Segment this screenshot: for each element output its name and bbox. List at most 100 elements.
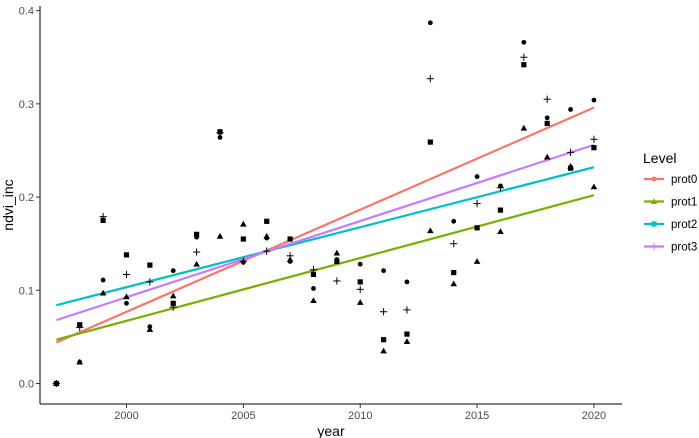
data-point-prot2 — [451, 269, 457, 276]
data-point-prot1 — [543, 153, 551, 160]
legend-key-marker-prot2 — [651, 221, 657, 227]
legend-title: Level — [643, 150, 676, 166]
data-point-prot0 — [427, 20, 433, 26]
data-point-prot1 — [590, 183, 598, 190]
data-point-prot3 — [99, 213, 107, 221]
legend-label-prot3: prot3 — [671, 242, 697, 254]
data-point-prot1 — [497, 228, 504, 235]
data-point-prot1 — [403, 338, 411, 345]
data-point-prot3 — [333, 277, 341, 285]
data-point-prot2 — [194, 231, 200, 237]
data-point-prot1 — [310, 297, 317, 304]
trend-line-prot1 — [56, 194, 595, 341]
data-point-prot3 — [520, 53, 528, 61]
data-point-prot2 — [100, 217, 106, 223]
data-point-prot3 — [473, 200, 481, 208]
data-point-prot3 — [309, 266, 318, 274]
x-tick-label: 2005 — [231, 410, 255, 422]
y-tick-label: 0.4 — [19, 6, 34, 18]
data-point-prot2 — [427, 139, 433, 145]
data-point-prot3 — [566, 148, 575, 156]
legend-key-marker-prot3 — [650, 242, 658, 251]
data-point-prot2 — [264, 218, 270, 224]
data-point-prot3 — [122, 270, 131, 279]
data-point-prot2 — [334, 258, 340, 264]
x-axis-title: year — [317, 423, 345, 438]
legend-key-marker-prot1 — [650, 198, 658, 204]
data-point-prot2 — [404, 331, 410, 337]
data-point-prot3 — [239, 257, 247, 265]
data-point-prot0 — [217, 135, 223, 140]
data-point-prot2 — [357, 279, 363, 285]
data-point-prot2 — [591, 145, 597, 151]
legend-label-prot1: prot1 — [671, 197, 697, 209]
trend-line-prot2 — [56, 166, 595, 307]
data-point-prot1 — [380, 347, 387, 354]
data-point-prot3 — [496, 184, 505, 192]
data-point-prot0 — [544, 115, 550, 121]
data-point-prot2 — [474, 225, 480, 231]
data-point-prot0 — [124, 300, 129, 306]
data-points — [52, 20, 598, 388]
data-point-prot3 — [543, 95, 551, 103]
data-point-prot2 — [544, 120, 550, 127]
legend: Level prot0 prot1 prot2 prot3 — [643, 150, 697, 254]
data-point-prot1 — [263, 232, 271, 239]
legend-key-marker-prot0 — [651, 176, 657, 182]
data-point-prot0 — [100, 277, 106, 283]
data-point-prot0 — [170, 268, 176, 274]
data-point-prot1 — [240, 220, 247, 227]
axes: 2000 2005 2010 2015 2020 0.0 0.1 0.2 0.3 0.4 — [19, 6, 622, 422]
data-point-prot3 — [403, 306, 411, 314]
data-point-prot1 — [99, 289, 107, 296]
data-point-prot1 — [427, 227, 434, 234]
data-point-prot1 — [520, 124, 528, 131]
data-point-prot3 — [146, 278, 154, 286]
data-point-prot2 — [380, 337, 387, 343]
data-point-prot1 — [216, 232, 224, 239]
data-point-prot2 — [147, 262, 153, 268]
data-point-prot3 — [379, 308, 388, 316]
trend-lines — [55, 106, 595, 344]
data-point-prot3 — [76, 323, 84, 332]
y-tick-label: 0.3 — [19, 99, 34, 111]
data-point-prot3 — [169, 303, 177, 311]
y-axis-title: ndvi_inc — [0, 179, 16, 230]
data-point-prot2 — [240, 236, 246, 242]
data-point-prot0 — [381, 268, 386, 274]
data-point-prot3 — [450, 240, 458, 248]
data-point-prot1 — [356, 299, 364, 305]
y-tick-label: 0.1 — [19, 285, 34, 297]
data-point-prot3 — [263, 247, 271, 255]
data-point-prot1 — [333, 249, 341, 256]
data-point-prot2 — [287, 236, 293, 242]
data-point-prot3 — [356, 285, 364, 293]
data-point-prot0 — [474, 174, 480, 179]
data-point-prot0 — [591, 97, 597, 103]
data-point-prot2 — [497, 207, 504, 213]
data-point-prot2 — [123, 252, 130, 258]
data-point-prot0 — [311, 286, 316, 291]
data-point-prot1 — [123, 293, 130, 300]
data-point-prot0 — [357, 261, 363, 267]
data-point-prot1 — [146, 326, 154, 332]
data-point-prot1 — [450, 280, 458, 287]
data-point-prot3 — [193, 248, 201, 256]
data-point-prot0 — [521, 39, 527, 45]
trend-line-prot0 — [55, 106, 595, 344]
legend-label-prot0: prot0 — [671, 174, 697, 186]
data-point-prot2 — [170, 300, 176, 306]
data-point-prot3 — [52, 379, 60, 388]
data-point-prot1 — [76, 358, 84, 365]
data-point-prot0 — [404, 279, 410, 285]
data-point-prot1 — [169, 292, 177, 299]
y-tick-label: 0.0 — [19, 378, 34, 390]
y-tick-label: 0.2 — [19, 192, 34, 204]
data-point-prot3 — [590, 135, 598, 143]
x-tick-label: 2010 — [348, 410, 372, 422]
data-point-prot2 — [310, 271, 317, 278]
x-tick-label: 2015 — [465, 410, 489, 422]
data-point-prot2 — [521, 62, 527, 68]
legend-label-prot2: prot2 — [671, 219, 697, 231]
